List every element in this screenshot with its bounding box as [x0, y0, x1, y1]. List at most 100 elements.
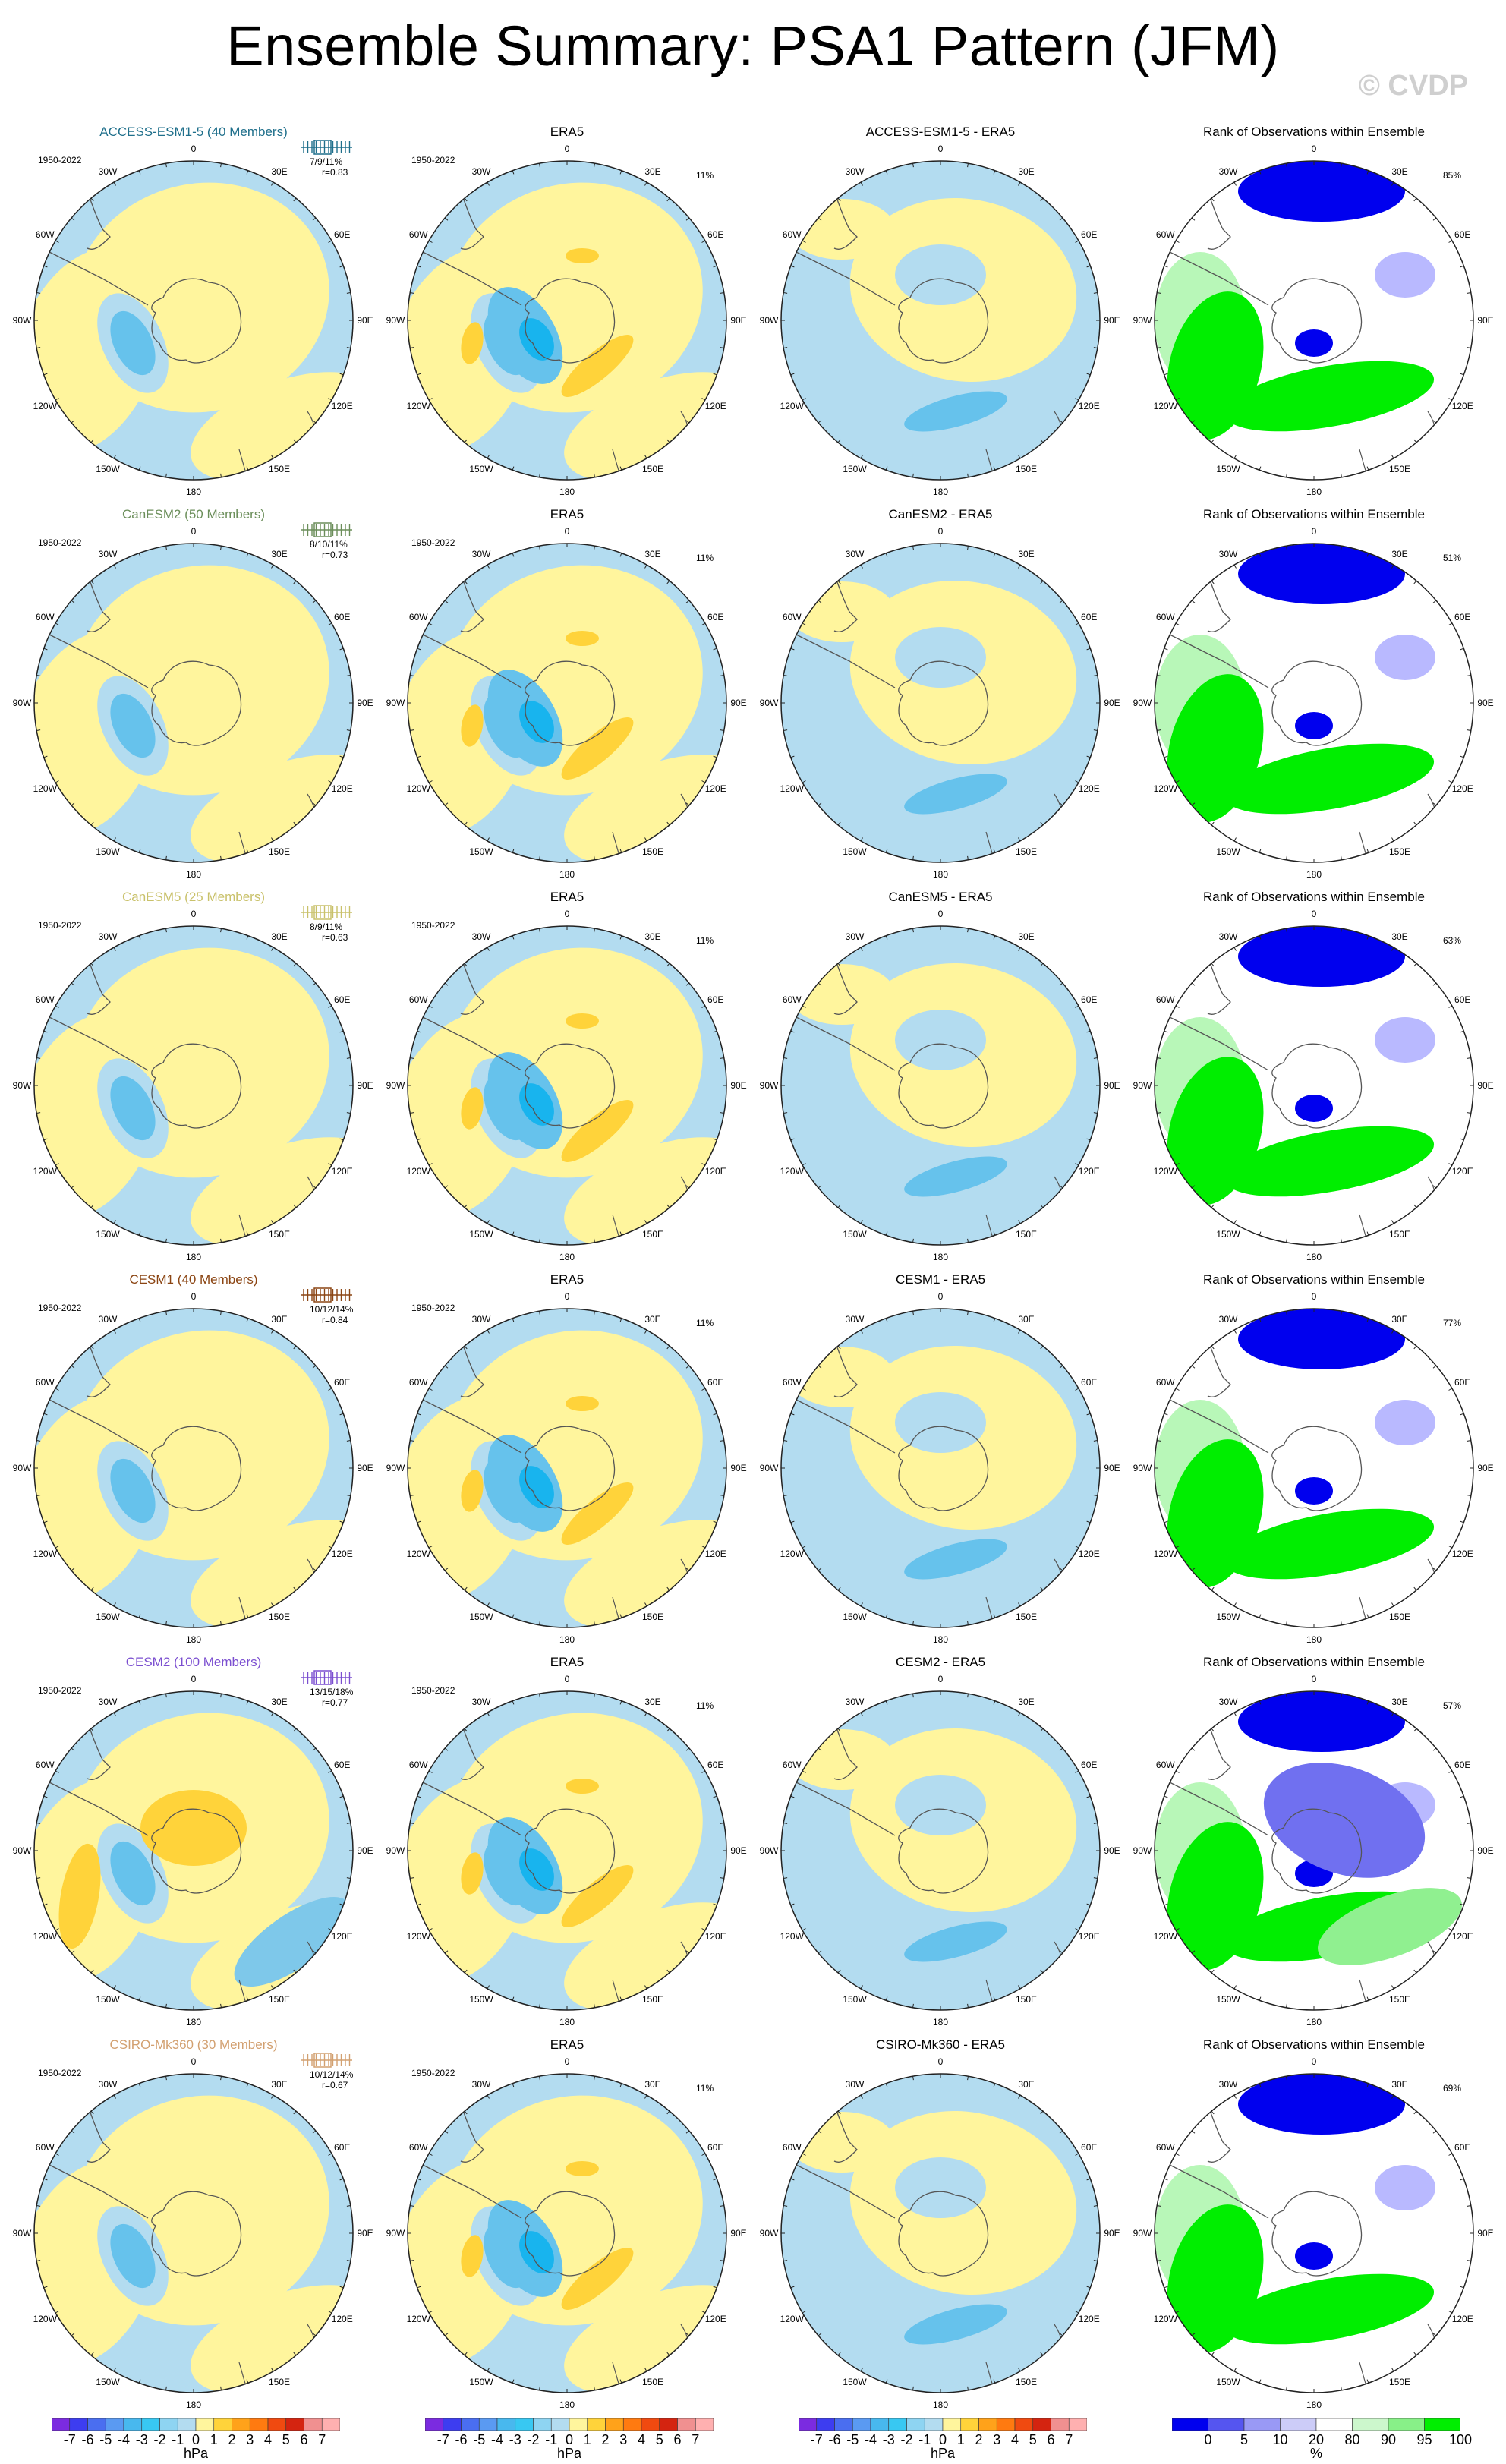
- map-tick: [246, 935, 249, 940]
- positive-anomaly-region: [789, 2112, 895, 2173]
- longitude-label: 150E: [268, 1611, 291, 1622]
- map-tick: [1448, 1928, 1453, 1931]
- period-label: 1950-2022: [38, 1685, 82, 1696]
- colorbar-tick-label: 7: [318, 2432, 326, 2447]
- longitude-label: 120E: [1451, 1931, 1473, 1942]
- longitude-label: 150W: [469, 846, 493, 857]
- map-tick: [594, 855, 595, 860]
- map-tick: [312, 2333, 317, 2336]
- map-tick: [113, 564, 116, 569]
- map-tick: [1233, 455, 1237, 459]
- map-tick: [1191, 1747, 1196, 1751]
- colorbar-swatch: [195, 2418, 215, 2431]
- map-tick: [328, 1163, 332, 1166]
- longitude-label: 30E: [1391, 931, 1408, 943]
- map-tick: [113, 2368, 116, 2372]
- map-tick: [1259, 1996, 1262, 2001]
- panel-title: CSIRO-Mk360 (30 Members): [109, 2037, 278, 2052]
- map-tick: [837, 1345, 841, 1350]
- map-tick: [1211, 2110, 1215, 2115]
- map-tick: [783, 1057, 788, 1059]
- map-tick: [138, 170, 141, 175]
- longitude-label: 90E: [730, 2228, 747, 2239]
- map-tick: [90, 821, 94, 826]
- colorbar-swatch: [1243, 2418, 1281, 2431]
- colorbar-model: -7 -6 -5 -4 -3 -2 -1 0 1 2 3 4 5 6 7 hPa: [52, 2418, 340, 2464]
- negative-anomaly-region: [895, 1392, 986, 1453]
- rank-percentage: 85%: [1443, 170, 1462, 181]
- map-tick: [619, 170, 622, 175]
- map-tick: [1366, 935, 1369, 940]
- longitude-label: 120W: [406, 1549, 430, 1559]
- colorbar-tick-label: 5: [282, 2432, 290, 2447]
- polar-map: [780, 160, 1101, 481]
- map-tick: [1093, 1057, 1098, 1059]
- map-tick: [1460, 1138, 1464, 1141]
- map-tick: [512, 1318, 515, 1322]
- map-tick: [220, 2003, 222, 2008]
- map-tick: [487, 1712, 490, 1716]
- map-tick: [1448, 1005, 1453, 1008]
- map-tick: [55, 1928, 59, 1931]
- map-tick: [1059, 1365, 1063, 1369]
- longitude-label: 90W: [1133, 698, 1152, 708]
- colorbar-tick-label: -2: [527, 2432, 540, 2447]
- map-tick: [293, 580, 297, 584]
- colorbar-obs: -7 -6 -5 -4 -3 -2 -1 0 1 2 3 4 5 6 7 hPa: [425, 2418, 714, 2464]
- ensemble-boxplot: [301, 1670, 352, 1685]
- rank-high-region: [1167, 2204, 1264, 2353]
- map-tick: [685, 1185, 690, 1189]
- map-tick: [312, 217, 317, 221]
- longitude-label: 150W: [843, 846, 867, 857]
- map-tick: [1018, 947, 1021, 951]
- positive-anomaly-region: [566, 248, 599, 263]
- longitude-label: 90W: [759, 315, 779, 326]
- map-tick: [1391, 1329, 1394, 1334]
- longitude-label: 60W: [1155, 1377, 1175, 1388]
- map-tick: [912, 2076, 914, 2081]
- longitude-label: 0: [937, 909, 944, 919]
- longitude-label: 90E: [1477, 1845, 1494, 1856]
- longitude-label: 120E: [1078, 401, 1100, 411]
- longitude-label: 60E: [1081, 612, 1098, 622]
- map-tick: [1259, 935, 1262, 940]
- longitude-label: 30W: [1218, 549, 1238, 560]
- longitude-label: 60W: [35, 2142, 55, 2153]
- map-tick: [1259, 2379, 1262, 2384]
- explained-variance-stats: 10/12/14%: [310, 2069, 354, 2080]
- map-tick: [1191, 2333, 1196, 2336]
- map-tick: [860, 455, 863, 459]
- negative-anomaly-region: [110, 2223, 156, 2289]
- positive-anomaly-region: [789, 581, 895, 642]
- map-tick: [113, 455, 116, 459]
- map-tick: [339, 2178, 344, 2181]
- colorbar-swatch: [213, 2418, 232, 2431]
- longitude-label: 90W: [386, 315, 405, 326]
- polar-map: [407, 160, 727, 481]
- period-label: 1950-2022: [411, 920, 455, 931]
- polar-map: [407, 1690, 727, 2011]
- longitude-label: 120W: [33, 783, 57, 794]
- map-tick: [246, 553, 249, 557]
- map-tick: [1191, 982, 1196, 986]
- antarctica-coastline: [898, 2191, 989, 2277]
- map-tick: [1432, 1747, 1437, 1751]
- map-tick: [464, 1728, 468, 1732]
- map-tick: [165, 473, 167, 477]
- map-tick: [885, 849, 888, 853]
- map-tick: [1432, 420, 1437, 424]
- longitude-label: 90E: [357, 2228, 373, 2239]
- negative-anomaly-region: [519, 2231, 554, 2273]
- map-tick: [346, 1440, 351, 1442]
- colorbar-rank: 0 5 10 20 80 90 95 100%: [1172, 2418, 1472, 2464]
- ensemble-boxplot: [301, 2053, 352, 2068]
- map-tick: [1366, 849, 1369, 853]
- map-tick: [1191, 1950, 1196, 1954]
- longitude-label: 60W: [782, 1377, 802, 1388]
- map-tick: [328, 780, 332, 783]
- explained-variance-stats: 13/15/18%: [310, 1687, 354, 1697]
- panel-title: ACCESS-ESM1-5 - ERA5: [865, 124, 1016, 139]
- map-tick: [138, 935, 141, 940]
- map-tick: [1391, 455, 1394, 459]
- map-tick: [594, 163, 595, 168]
